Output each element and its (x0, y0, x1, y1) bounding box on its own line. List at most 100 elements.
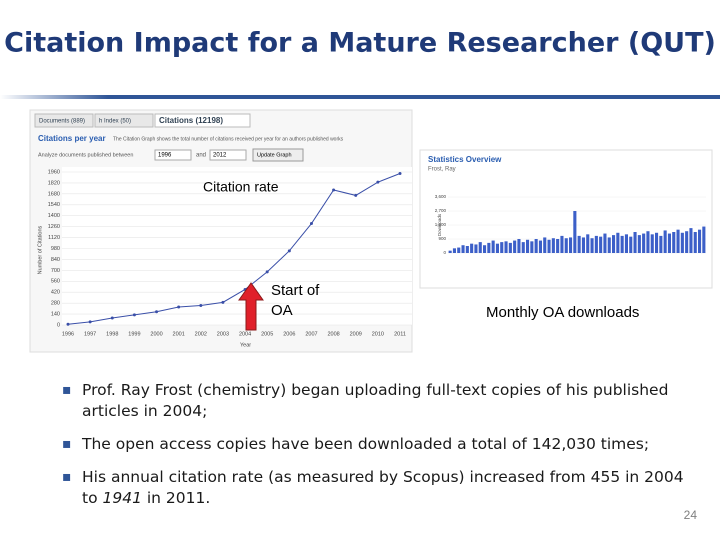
bar (603, 233, 607, 253)
bar (483, 245, 487, 253)
select (209, 149, 247, 161)
bar (470, 243, 474, 253)
y-tick-label: 280 (51, 301, 60, 307)
point (110, 316, 114, 320)
citation-screenshot: Documents (889) h Index (50) Citations (12… (29, 109, 413, 353)
bar (465, 246, 469, 253)
bar (590, 238, 594, 253)
bar (564, 238, 568, 253)
y-tick-label: 0 (57, 322, 60, 328)
bar (508, 242, 512, 253)
bar (642, 233, 646, 253)
description: The Citation Graph shows the total numbe… (113, 136, 344, 142)
bar (517, 239, 521, 253)
bar (513, 240, 517, 253)
y-tick-label: 980 (51, 246, 60, 252)
bar (560, 235, 564, 253)
x-tick-label: 2002 (195, 331, 207, 337)
range-from: 1996 (158, 153, 172, 159)
bar (581, 237, 585, 253)
x-tick-label: 1996 (62, 331, 74, 337)
bar (551, 238, 555, 253)
bar (530, 241, 534, 253)
bar (655, 232, 659, 253)
bar (693, 232, 697, 253)
point (287, 249, 291, 253)
annotation: OA (271, 302, 293, 319)
bar (680, 232, 684, 253)
tab-label: Documents (889) (39, 119, 85, 125)
bar (616, 232, 620, 253)
x-tick-label: 2007 (305, 331, 317, 337)
annotation: Citation rate (203, 179, 279, 195)
annotation: Monthly OA downloads (486, 304, 639, 321)
downloads-screenshot: Statistics Overview Frost, Ray 0 900 1,800 2,… (419, 149, 713, 289)
point (199, 303, 203, 307)
bar (586, 234, 590, 253)
x-tick-label: 2011 (394, 331, 406, 337)
bullet-text: The open access copies have been downloa… (82, 435, 650, 453)
bar (620, 235, 624, 253)
tab (154, 113, 251, 128)
panel-subtitle: Frost, Ray (428, 167, 456, 173)
tab (94, 113, 154, 128)
bar (504, 241, 508, 253)
point (398, 171, 402, 175)
panel-title: Statistics Overview (428, 155, 502, 164)
point (66, 322, 70, 326)
bar (599, 236, 603, 253)
select (154, 149, 192, 161)
bar (676, 229, 680, 253)
y-tick-label: 1680 (48, 191, 60, 197)
y-tick-label: 420 (51, 290, 60, 296)
annotation: Start of (271, 282, 320, 299)
y-tick-label: 900 (438, 236, 446, 241)
plot-area (62, 167, 412, 325)
y-axis-label: Downloads (437, 213, 442, 236)
button[interactable] (252, 148, 304, 162)
point (332, 188, 336, 192)
tab-label: Citations (12198) (159, 116, 223, 125)
point (354, 193, 358, 197)
y-tick-label: 1960 (48, 169, 60, 175)
tab-label: h Index (50) (99, 119, 131, 125)
bar (659, 235, 663, 253)
bullet-text: Prof. Ray Frost (chemistry) began upload… (82, 381, 669, 420)
bar (491, 240, 495, 253)
x-tick-label: 1997 (84, 331, 96, 337)
bar (672, 232, 676, 253)
range-to: 2012 (213, 153, 227, 159)
bar (448, 250, 452, 253)
bar (534, 239, 538, 253)
bar (624, 234, 628, 253)
x-tick-label: 1999 (128, 331, 140, 337)
tab (34, 113, 94, 128)
line (67, 173, 401, 325)
point (132, 313, 136, 317)
range-label: Analyze documents published between (38, 152, 133, 158)
y-tick-label: 700 (51, 268, 60, 274)
bullet: Prof. Ray Frost (chemistry) began upload… (62, 380, 702, 422)
point (265, 270, 269, 274)
x-tick-label: 2000 (150, 331, 162, 337)
y-tick-label: 1,800 (435, 222, 447, 227)
point (88, 320, 92, 324)
y-tick-label: 0 (443, 250, 446, 255)
x-tick-label: 2006 (283, 331, 295, 337)
x-tick-label: 2009 (350, 331, 362, 337)
bar (457, 247, 461, 253)
bar (495, 243, 499, 253)
bullet: The open access copies have been downloa… (62, 434, 702, 455)
bar (702, 226, 706, 253)
y-tick-label: 1400 (48, 213, 60, 219)
bar (452, 248, 456, 253)
bar (547, 239, 551, 253)
bullet-text: in 2011. (141, 489, 211, 507)
bar (637, 235, 641, 253)
bullet-text: His annual citation rate (as measured by… (82, 468, 684, 507)
bullet-text: 1941 (102, 489, 142, 507)
bar (663, 230, 667, 253)
x-tick-label: 2001 (173, 331, 185, 337)
title-rule (0, 95, 720, 99)
